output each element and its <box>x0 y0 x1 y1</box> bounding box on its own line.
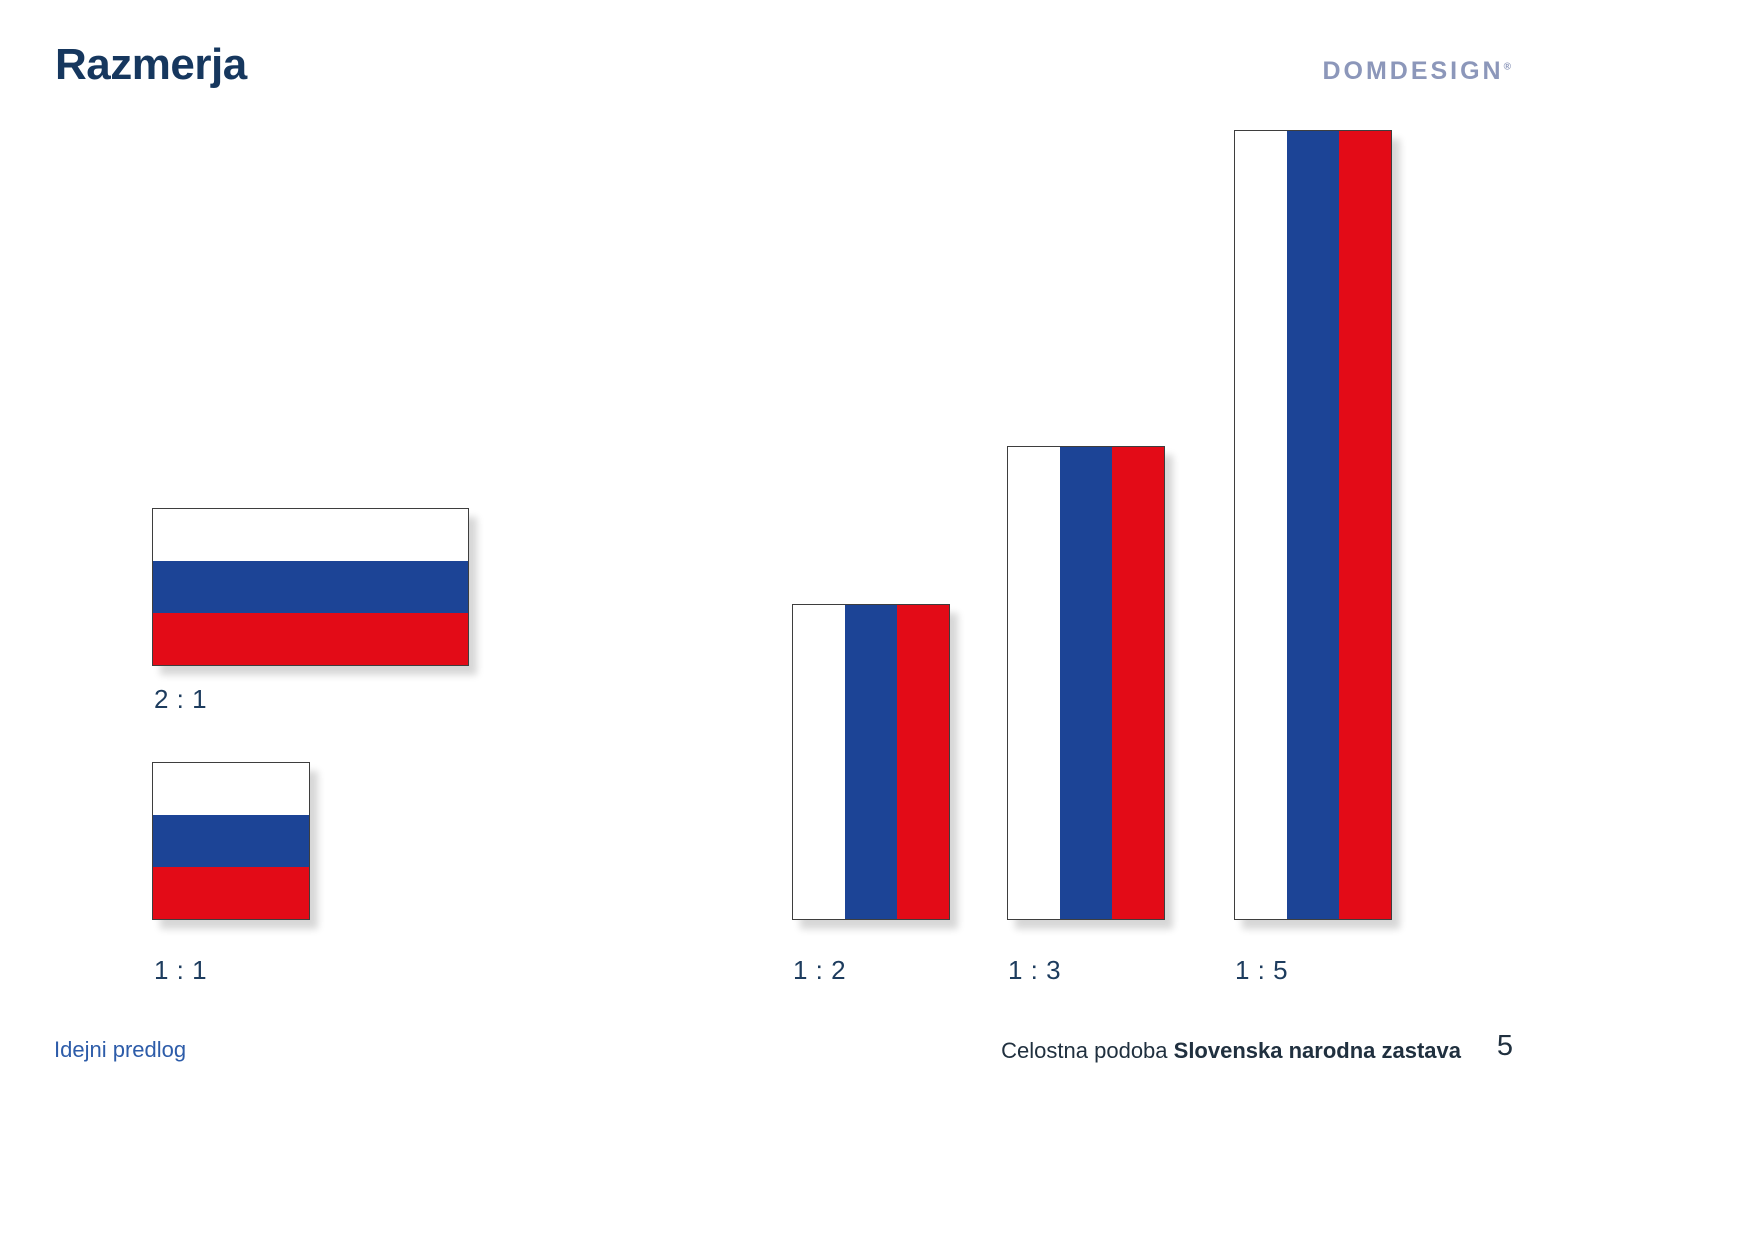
footer-title-regular: Celostna podoba <box>1001 1038 1174 1063</box>
white-stripe <box>153 763 309 815</box>
red-stripe <box>153 867 309 919</box>
registered-trademark-icon: ® <box>1503 61 1511 73</box>
ratio-label-1-5: 1 : 5 <box>1235 955 1289 985</box>
white-stripe <box>1235 131 1287 919</box>
footer-document-title: Celostna podoba Slovenska narodna zastav… <box>1001 1038 1461 1064</box>
footer-phase-label: Idejni predlog <box>54 1037 187 1062</box>
red-stripe <box>1112 447 1164 919</box>
red-stripe <box>897 605 949 919</box>
flag-ratio-1-3 <box>1007 446 1165 920</box>
ratio-label-1-2: 1 : 2 <box>793 955 847 985</box>
page-title: Razmerja <box>55 40 247 89</box>
red-stripe <box>153 613 468 665</box>
blue-stripe <box>845 605 897 919</box>
logo-text: DOMDESIGN <box>1322 57 1504 85</box>
flag-ratio-2-1 <box>152 508 469 666</box>
ratio-label-1-1: 1 : 1 <box>154 955 208 985</box>
ratio-label-1-3: 1 : 3 <box>1008 955 1062 985</box>
white-stripe <box>1008 447 1060 919</box>
domdesign-logo: DOMDESIGN® <box>1322 57 1511 86</box>
ratio-label-2-1: 2 : 1 <box>154 684 208 714</box>
flag-ratio-1-2 <box>792 604 950 920</box>
flag-ratio-1-1 <box>152 762 310 920</box>
flag-ratio-1-5 <box>1234 130 1392 920</box>
white-stripe <box>153 509 468 561</box>
red-stripe <box>1339 131 1391 919</box>
blue-stripe <box>1287 131 1339 919</box>
blue-stripe <box>153 815 309 867</box>
footer-title-bold: Slovenska narodna zastava <box>1173 1038 1461 1063</box>
white-stripe <box>793 605 845 919</box>
page-number: 5 <box>1496 1030 1513 1062</box>
blue-stripe <box>153 561 468 613</box>
blue-stripe <box>1060 447 1112 919</box>
